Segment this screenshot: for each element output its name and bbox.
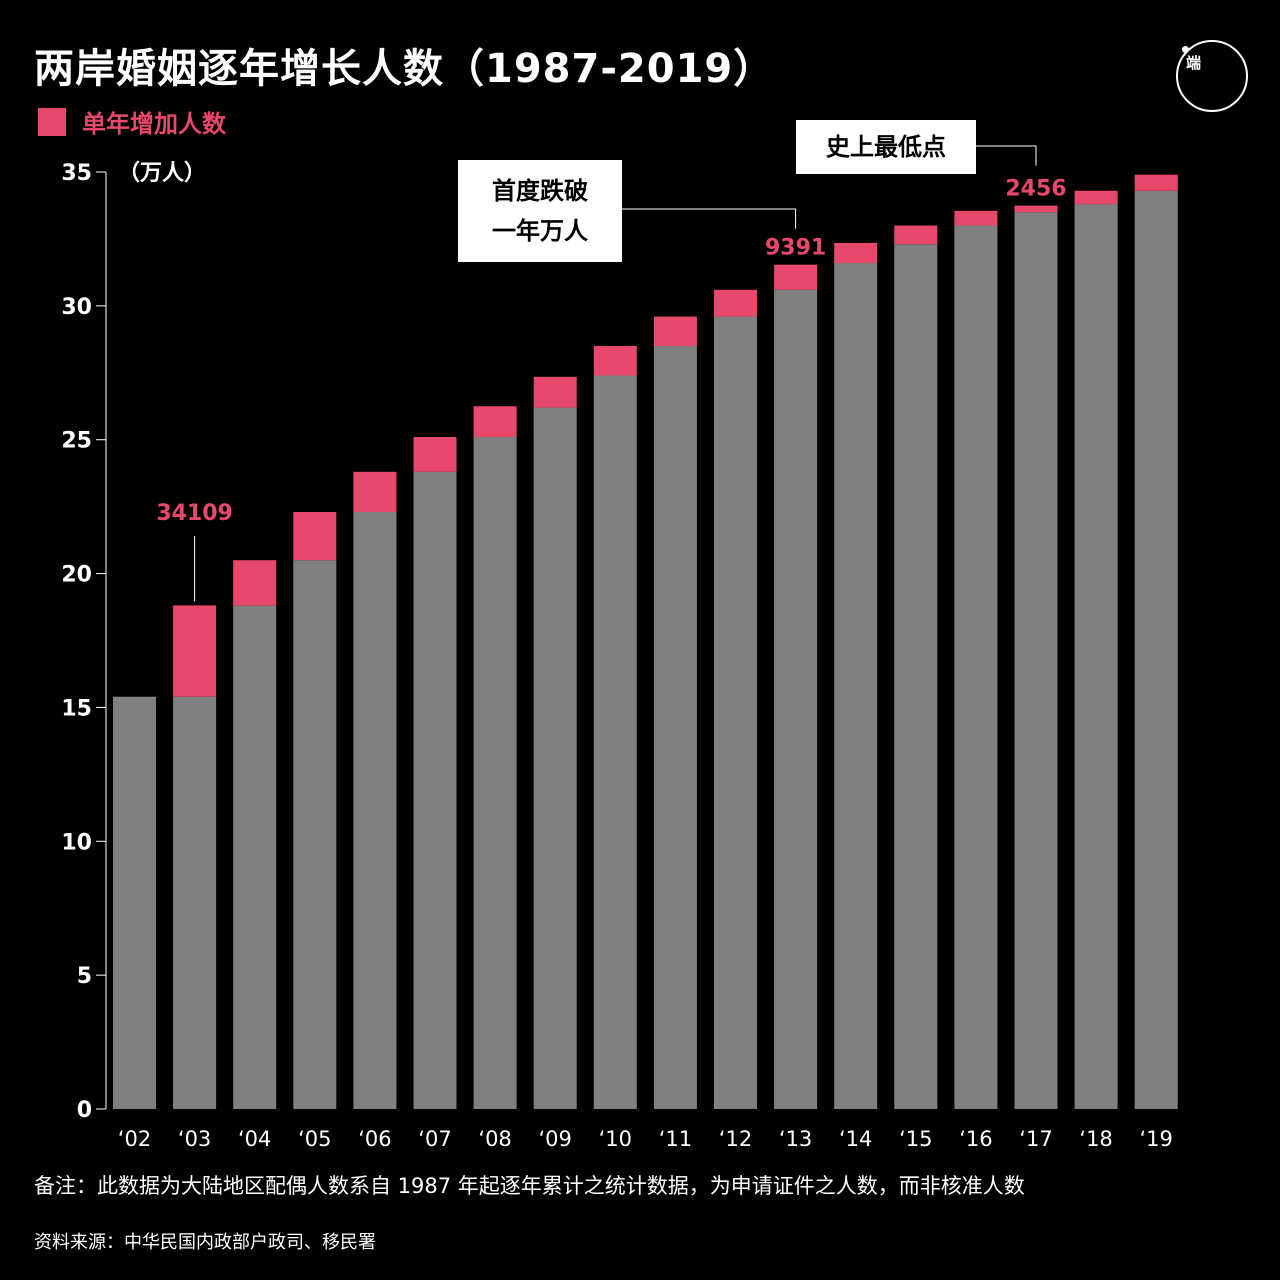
bar-base (1134, 190, 1178, 1110)
bar-increase (533, 376, 577, 408)
bar-base (834, 263, 878, 1110)
data-label: 2456 (1005, 177, 1066, 202)
bar-base (593, 375, 637, 1109)
bar-increase (1134, 174, 1178, 191)
bar-increase (293, 511, 337, 561)
bar-base (473, 437, 517, 1110)
x-tick-label: ‘10 (599, 1127, 632, 1151)
callout-leader-record-low (976, 145, 1037, 166)
x-tick-label: ‘18 (1079, 1127, 1112, 1151)
bar-increase (413, 437, 457, 472)
legend-swatch-increase (38, 107, 66, 136)
bar-increase (834, 242, 878, 264)
x-tick-label: ‘04 (238, 1127, 271, 1151)
callout-first-below-10k-line1: 首度跌破 (492, 177, 588, 205)
bar-base (1074, 204, 1118, 1109)
x-tick-label: ‘09 (538, 1127, 571, 1151)
y-tick-label: 10 (61, 830, 92, 855)
bar-base (533, 407, 577, 1109)
callout-record-low: 史上最低点 (796, 120, 976, 174)
x-tick-label: ‘02 (118, 1127, 151, 1151)
y-tick-label: 0 (77, 1098, 92, 1123)
y-tick-label: 25 (61, 429, 92, 454)
bar-increase (954, 210, 998, 226)
footer-note: 备注：此数据为大陆地区配偶人数系自 1987 年起逐年累计之统计数据，为申请证件… (34, 1174, 1025, 1198)
bar-base (1014, 212, 1058, 1109)
x-tick-label: ‘16 (959, 1127, 992, 1151)
bar-increase (233, 560, 277, 606)
bar-increase (653, 316, 697, 347)
bar-increase (473, 406, 517, 438)
bar-increase (774, 264, 818, 290)
bar-increase (1014, 205, 1058, 213)
bar-increase (353, 471, 397, 512)
bar-base (233, 605, 277, 1109)
data-label: 9391 (765, 236, 826, 261)
callout-first-below-10k-line2: 一年万人 (492, 217, 588, 245)
x-tick-label: ‘05 (298, 1127, 331, 1151)
x-tick-label: ‘06 (358, 1127, 391, 1151)
x-tick-label: ‘17 (1019, 1127, 1052, 1151)
y-axis-label: （万人） (118, 161, 206, 186)
footer-source: 资料来源：中华民国内政部户政司、移民署 (34, 1232, 376, 1253)
bar-base (173, 696, 217, 1109)
y-tick-label: 15 (61, 696, 92, 721)
x-tick-label: ‘12 (719, 1127, 752, 1151)
x-tick-label: ‘15 (899, 1127, 932, 1151)
x-tick-label: ‘11 (659, 1127, 692, 1151)
bar-increase (593, 346, 637, 376)
bar-base (954, 225, 998, 1110)
x-tick-label: ‘07 (418, 1127, 451, 1151)
chart-legend: 单年增加人数 (38, 104, 226, 139)
legend-label-increase: 单年增加人数 (82, 110, 226, 138)
bar-base (353, 511, 397, 1109)
page-title: 两岸婚姻逐年增长人数（1987-2019） (34, 46, 775, 92)
x-tick-label: ‘08 (478, 1127, 511, 1151)
callout-record-low-line1: 史上最低点 (826, 133, 946, 161)
logo-dot (1182, 46, 1189, 53)
logo-text: 端 (1186, 54, 1201, 72)
bar-base (413, 471, 457, 1110)
y-tick-label: 35 (61, 161, 92, 186)
x-tick-label: ‘13 (779, 1127, 812, 1151)
bar-base (293, 560, 337, 1109)
data-label: 34109 (156, 501, 233, 526)
y-tick-label: 20 (61, 563, 92, 588)
y-tick-label: 30 (61, 295, 92, 320)
bar-base (774, 289, 818, 1109)
x-tick-label: ‘03 (178, 1127, 211, 1151)
x-tick-label: ‘14 (839, 1127, 872, 1151)
bar-base (653, 346, 697, 1109)
bar-increase (714, 289, 757, 317)
callout-first-below-10k: 首度跌破 一年万人 (458, 160, 622, 262)
bar-base (894, 244, 938, 1110)
callout-leader-first-below-10k (622, 208, 797, 229)
initium-logo-icon: 端 (1176, 40, 1248, 112)
y-tick-label: 5 (77, 964, 92, 989)
bar-base (113, 696, 156, 1109)
x-tick-label: ‘19 (1139, 1127, 1172, 1151)
bar-base (714, 316, 757, 1110)
bar-increase (173, 605, 217, 697)
bar-increase (894, 225, 938, 245)
bar-increase (1074, 190, 1118, 205)
